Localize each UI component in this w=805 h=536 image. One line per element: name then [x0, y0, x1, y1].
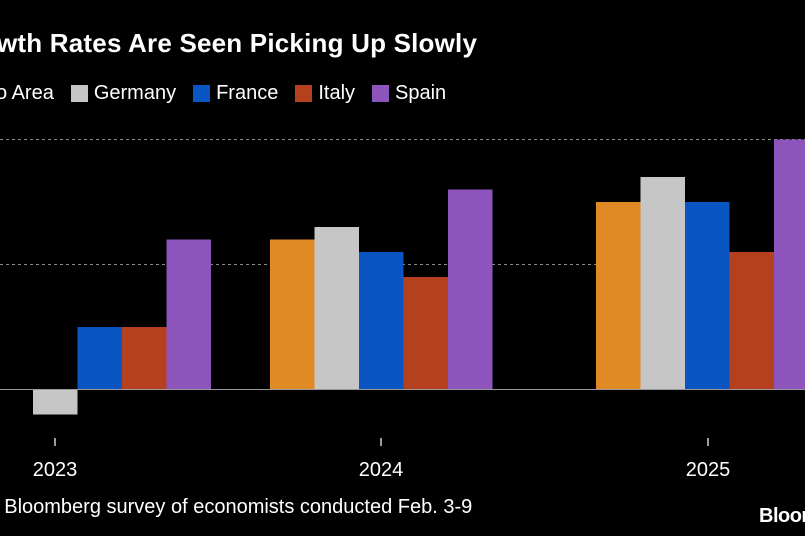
legend-item-1: Germany [70, 82, 177, 105]
bloomberg-logo: Bloom [759, 505, 805, 527]
legend-item-3: Italy [295, 82, 355, 105]
bar-2024-1 [314, 227, 359, 390]
bar-2025-2 [685, 202, 730, 390]
legend-item-4: Spain [372, 82, 446, 105]
bar-2025-3 [729, 252, 774, 390]
x-axis: 2023 2024 2025 [0, 389, 805, 481]
bar-2024-0 [270, 239, 315, 390]
legend: o Area Germany France Italy Spain [0, 82, 463, 105]
legend-item-0: o Area [0, 82, 54, 105]
bar-2024-3 [403, 277, 448, 390]
legend-swatch [70, 85, 88, 102]
bar-2025-0 [596, 202, 641, 390]
chart-title: wth Rates Are Seen Picking Up Slowly [0, 28, 478, 58]
legend-swatch [372, 85, 390, 102]
legend-swatch [193, 85, 211, 102]
bar-2023-1 [33, 389, 78, 415]
bar-2025-1 [640, 177, 685, 390]
source-note: e: Bloomberg survey of economists conduc… [0, 496, 473, 518]
bar-2025-4 [774, 139, 805, 390]
legend-item-2: France [193, 82, 278, 105]
legend-label: Italy [318, 82, 356, 104]
bar-2023-3 [122, 327, 167, 390]
bars [33, 139, 805, 415]
bar-2024-4 [448, 189, 493, 390]
legend-label: Spain [395, 82, 447, 104]
x-tick-label: 2024 [359, 459, 404, 481]
legend-swatch [295, 85, 313, 102]
legend-label: France [216, 82, 279, 104]
bar-2023-2 [77, 327, 122, 390]
bar-2024-2 [359, 252, 404, 390]
x-tick-label: 2025 [686, 459, 731, 481]
legend-label: o Area [0, 82, 54, 104]
x-tick-label: 2023 [33, 459, 78, 481]
legend-label: Germany [93, 82, 177, 104]
bar-2023-4 [166, 239, 211, 390]
